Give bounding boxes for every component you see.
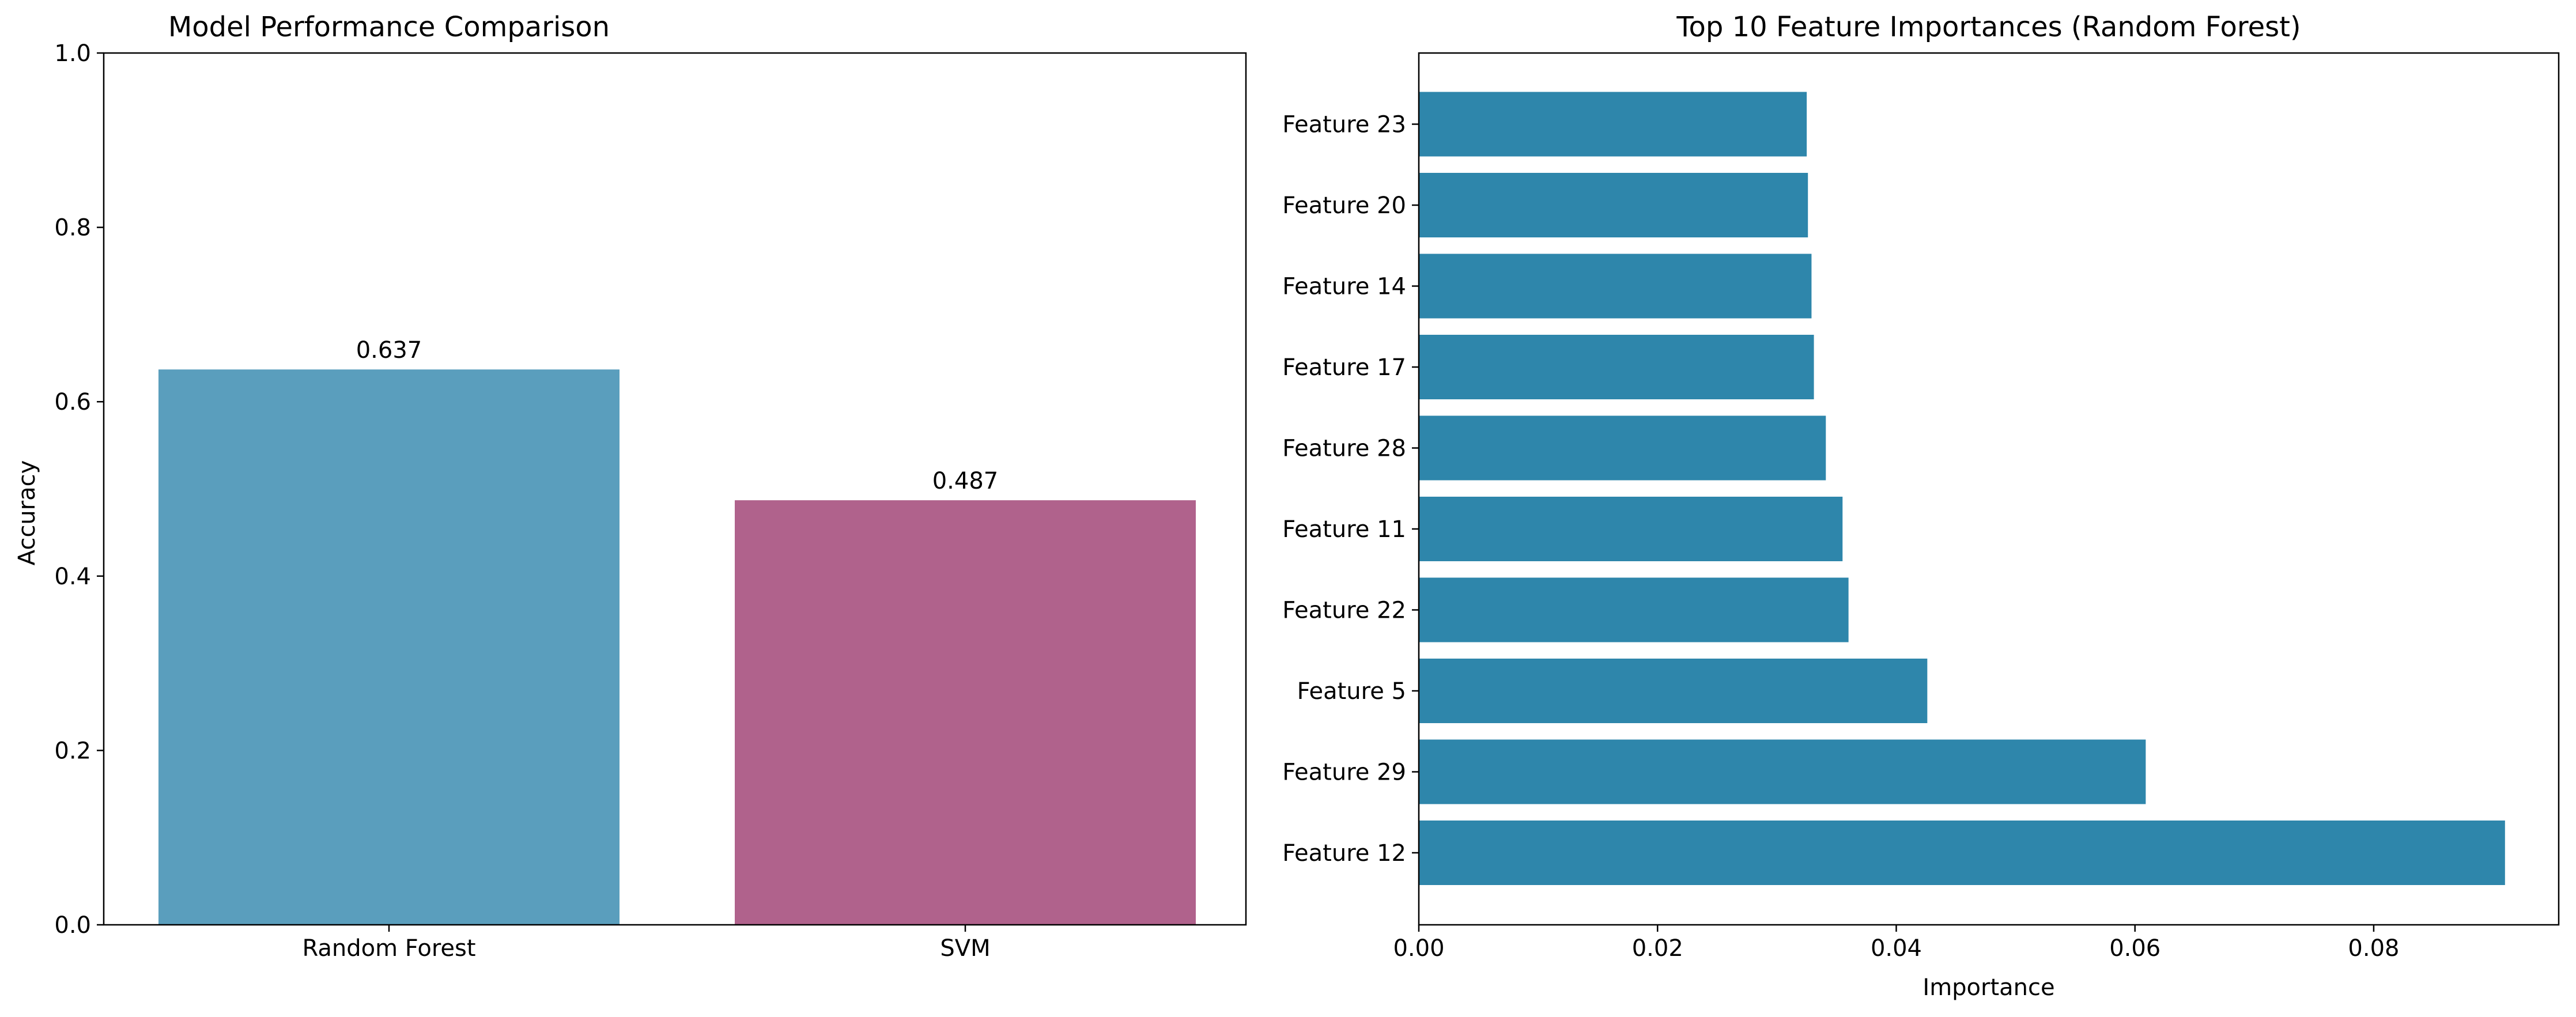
y-tick-label: 0.0	[54, 912, 91, 939]
chart-title: Model Performance Comparison	[168, 11, 610, 43]
y-tick-label: 0.6	[54, 389, 91, 415]
bars	[1419, 92, 2505, 885]
bar	[1419, 577, 1849, 642]
y-axis-ticks: Feature 12 Feature 29 Feature 5 Feature 22 F…	[1282, 112, 1419, 867]
bar	[1419, 497, 1843, 561]
x-tick-label: 0.00	[1393, 935, 1444, 962]
y-tick-label: Feature 17	[1282, 354, 1406, 381]
y-tick-label: Feature 11	[1282, 516, 1406, 543]
y-tick-label: 0.8	[54, 215, 91, 241]
x-axis-ticks: Random Forest SVM	[302, 925, 991, 962]
y-tick-label: Feature 29	[1282, 759, 1406, 786]
y-tick-label: 0.2	[54, 738, 91, 764]
x-tick-label: 0.08	[2348, 935, 2399, 962]
x-tick-label: 0.06	[2109, 935, 2160, 962]
bar	[1419, 335, 1814, 399]
y-tick-label: Feature 20	[1282, 192, 1406, 219]
x-tick-label: 0.02	[1632, 935, 1683, 962]
x-axis-label: Importance	[1922, 974, 2054, 1001]
bar	[735, 500, 1196, 925]
y-axis-label: Accuracy	[14, 460, 40, 566]
y-tick-label: 1.0	[54, 40, 91, 67]
bars	[158, 369, 1196, 925]
bar	[1419, 415, 1826, 481]
y-tick-label: 0.4	[54, 564, 91, 590]
bar	[1419, 821, 2505, 885]
y-tick-label: Feature 14	[1282, 274, 1406, 300]
accuracy-bar-chart: Model Performance Comparison Accuracy 0.…	[14, 11, 1247, 962]
plot-frame	[1418, 52, 2560, 926]
plot-frame	[103, 52, 1247, 926]
x-tick-label: 0.04	[1871, 935, 1922, 962]
value-labels: 0.637 0.487	[356, 337, 999, 494]
bar	[1419, 739, 2146, 804]
x-axis-ticks: 0.00 0.02 0.04 0.06 0.08	[1393, 925, 2399, 962]
bar-value-label: 0.487	[932, 468, 999, 494]
y-tick-label: Feature 23	[1282, 112, 1406, 138]
bar-value-label: 0.637	[356, 337, 422, 364]
chart-title: Top 10 Feature Importances (Random Fores…	[1676, 11, 2301, 43]
bar	[1419, 254, 1812, 319]
x-tick-label: SVM	[940, 935, 990, 962]
bar	[158, 369, 620, 925]
bar	[1419, 173, 1808, 237]
bar	[1419, 92, 1807, 157]
y-axis-ticks: 0.0 0.2 0.4 0.6 0.8 1.0	[54, 40, 104, 939]
y-tick-label: Feature 28	[1282, 436, 1406, 462]
bar	[1419, 659, 1928, 723]
x-tick-label: Random Forest	[302, 935, 475, 962]
y-tick-label: Feature 12	[1282, 840, 1406, 867]
y-tick-label: Feature 5	[1297, 678, 1406, 705]
y-tick-label: Feature 22	[1282, 598, 1406, 624]
feature-importance-chart: Top 10 Feature Importances (Random Fores…	[1282, 11, 2560, 1001]
